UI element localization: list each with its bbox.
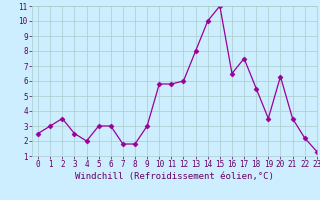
X-axis label: Windchill (Refroidissement éolien,°C): Windchill (Refroidissement éolien,°C)	[75, 172, 274, 181]
